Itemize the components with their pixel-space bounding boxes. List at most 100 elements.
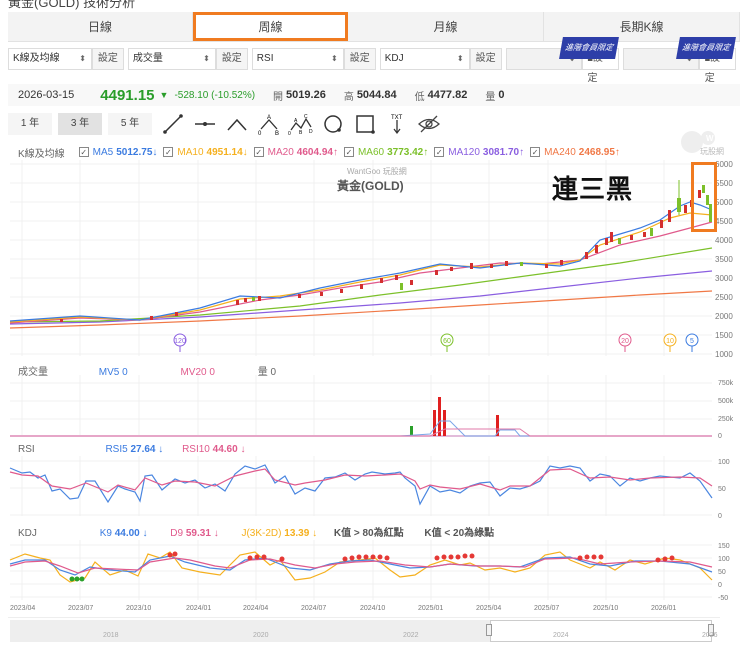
svg-text:150: 150 [718,543,730,550]
tab-weekly[interactable]: 周線 [193,12,348,41]
horizontal-line-icon[interactable] [190,113,220,135]
chart-watermark: WantGoo 玩股網 [347,166,407,176]
svg-text:6000: 6000 [715,160,733,169]
navigator-right-handle[interactable] [708,624,714,636]
svg-text:100: 100 [718,459,730,466]
svg-text:4500: 4500 [715,217,733,226]
svg-text:0: 0 [718,513,722,518]
svg-text:1000: 1000 [715,350,733,359]
navigator-selected-range[interactable] [490,620,712,642]
checkbox-icon[interactable]: ✓ [163,147,174,157]
tab-daily[interactable]: 日線 [8,12,193,41]
price-change: -528.10 (-10.52%) [174,89,256,101]
circle-icon[interactable] [318,113,348,135]
sub4-settings-locked-button[interactable]: 進階會員限定🔒︎設定 [558,37,619,84]
quote-bar: 2026-03-15 4491.15 ▼ -528.10 (-10.52%) 開… [8,84,740,106]
svg-text:250k: 250k [718,416,734,423]
svg-text:2023/10: 2023/10 [126,605,151,612]
volume-chart[interactable]: 750k 500k 250k 0 [0,375,740,440]
checkbox-icon[interactable]: ✓ [530,147,541,157]
last-price: 4491.15 [100,86,155,104]
sub3-indicator-select[interactable]: KDJ ⬍ [379,48,470,70]
svg-text:W: W [706,134,714,143]
ma120-toggle[interactable]: ✓ MA120 3081.70 ↑ [434,146,525,158]
checkbox-icon[interactable]: ✓ [253,147,264,157]
svg-text:4000: 4000 [715,236,733,245]
sub5-settings-locked-button[interactable]: 進階會員限定🔒︎設定 [675,37,737,84]
checkbox-icon[interactable]: ✓ [434,147,445,157]
ma-legend: K線及均線 ✓ MA5 5012.75 ↓ ✓ MA10 4951.14 ↓ ✓ MA20 46… [18,145,626,160]
time-axis: 2023/04 2023/07 2023/10 2024/01 2024/04 2024/… [10,605,676,612]
navigator-unselected-region [10,620,490,642]
kdj-legend: KDJ K9 44.00 ↓ D9 59.31 ↓ J(3K-2D) 13.39… [18,528,495,539]
trend-line-icon[interactable] [158,113,188,135]
range-1y-button[interactable]: 1 年 [8,113,52,135]
main-indicator-select[interactable]: K線及均線 ⬍ [8,48,92,70]
time-navigator[interactable]: 2018 2020 2022 2024 2026 [8,617,720,645]
rectangle-icon[interactable] [350,113,380,135]
svg-text:60: 60 [443,338,451,345]
ma20-toggle[interactable]: ✓ MA20 4604.94 ↑ [253,146,338,158]
svg-text:A: A [267,115,271,121]
range-3y-button[interactable]: 3 年 [58,113,102,135]
ma240-toggle[interactable]: ✓ MA240 2468.95 ↑ [530,146,620,158]
svg-text:2023/04: 2023/04 [10,605,35,612]
sub1-indicator-select[interactable]: 成交量 ⬍ [127,48,216,70]
svg-text:2025/10: 2025/10 [593,605,618,612]
svg-text:5: 5 [690,338,694,345]
ma5-toggle[interactable]: ✓ MA5 5012.75 ↓ [78,146,158,158]
price-y-axis: 6000 5500 5000 4500 4000 3500 3000 2500 2000 1500… [715,160,733,359]
svg-text:B: B [299,130,303,135]
range-5y-button[interactable]: 5 年 [108,113,152,135]
price-chart[interactable]: 6000 5500 5000 4500 4000 3500 3000 2500 2000 1500… [0,160,740,360]
svg-text:50: 50 [718,486,726,493]
updown-icon: ⬍ [203,54,210,63]
checkbox-icon[interactable]: ✓ [343,147,354,157]
kdj-chart[interactable]: 150 100 50 0 -50 2023/04 2023/07 2023/10 2024/0… [0,540,740,618]
hide-icon[interactable] [414,113,444,135]
high-label: 高 [343,91,354,103]
angle-line-icon[interactable] [222,113,252,135]
svg-text:5000: 5000 [715,198,733,207]
highlight-box [691,162,717,232]
checkbox-icon[interactable]: ✓ [78,147,89,157]
volume-label: 量 [485,91,496,103]
sub3-indicator-settings-button[interactable]: 設定 [469,48,502,70]
svg-text:2025/04: 2025/04 [476,605,501,612]
quote-date: 2026-03-15 [18,89,75,101]
ma-legend-label: K線及均線 [18,148,65,160]
main-indicator-settings-button[interactable]: 設定 [91,48,124,70]
svg-text:750k: 750k [718,380,734,387]
abc-pattern-icon[interactable]: A 0 B [254,113,284,135]
updown-icon: ⬍ [79,54,86,63]
ma10-toggle[interactable]: ✓ MA10 4951.14 ↓ [163,146,248,158]
ma60-toggle[interactable]: ✓ MA60 3773.42 ↑ [343,146,429,158]
svg-text:0: 0 [718,582,722,589]
svg-text:2024/10: 2024/10 [360,605,385,612]
sub1-indicator-settings-button[interactable]: 設定 [215,48,248,70]
updown-icon: ⬍ [331,54,338,63]
open-value: 5019.26 [286,89,326,101]
svg-text:2025/01: 2025/01 [418,605,443,612]
low-label: 低 [414,91,425,103]
chart-title: 黃金(GOLD) [336,178,404,193]
navigator-left-handle[interactable] [486,624,492,636]
svg-text:-50: -50 [718,595,728,602]
sub2-indicator-settings-button[interactable]: 設定 [343,48,376,70]
svg-text:3000: 3000 [715,274,733,283]
tab-monthly[interactable]: 月線 [348,12,544,41]
svg-text:5500: 5500 [715,179,733,188]
svg-text:2023/07: 2023/07 [68,605,93,612]
svg-text:2000: 2000 [715,312,733,321]
svg-text:B: B [275,131,279,135]
svg-text:2024/01: 2024/01 [186,605,211,612]
svg-text:20: 20 [621,338,629,345]
high-value: 5044.84 [356,89,397,101]
svg-text:10: 10 [666,338,674,345]
text-icon[interactable]: TXT [382,113,412,135]
rsi-chart[interactable]: 100 50 0 [0,456,740,518]
svg-text:50: 50 [718,569,726,576]
sub2-indicator-select[interactable]: RSI ⬍ [251,48,344,70]
